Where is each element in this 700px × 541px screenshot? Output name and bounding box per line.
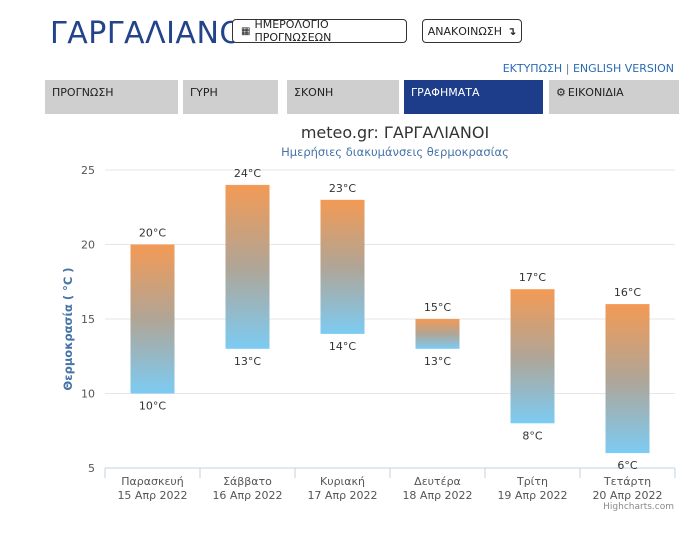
max-temp-label: 23°C [329,182,356,195]
tab-label: ΠΡΟΓΝΩΣΗ [52,86,114,99]
x-tick-date: 16 Απρ 2022 [212,489,282,502]
tab-icons[interactable]: ⚙ ΕΙΚΟΝΙΔΙΑ [549,80,679,114]
max-temp-label: 15°C [424,301,451,314]
temperature-range-chart: meteo.gr: ΓΑΡΓΑΛΙΑΝΟΙ Ημερήσιες διακυμάνσ… [61,123,676,502]
x-tick-date: 18 Απρ 2022 [402,489,472,502]
x-tick-day: Τετάρτη [603,475,651,488]
english-version-link[interactable]: ENGLISH VERSION [572,62,674,75]
range-bar [605,304,650,454]
x-tick-day: Σάββατο [223,475,272,488]
min-temp-label: 13°C [234,355,261,368]
tab-label: ΓΡΑΦΗΜΑΤΑ [411,86,480,99]
forecast-calendar-button[interactable]: ▦ ΗΜΕΡΟΛΟΓΙΟ ΠΡΟΓΝΩΣΕΩΝ [232,18,407,44]
page-title: ΓΑΡΓΑΛΙΑΝΟΙ [50,16,253,51]
range-bar [130,244,175,394]
y-tick-label: 10 [81,388,95,401]
chart-subtitle: Ημερήσιες διακυμάνσεις θερμοκρασίας [281,145,509,159]
arrow-return-icon: ↴ [507,24,517,38]
range-bar [320,199,365,334]
x-tick-date: 19 Απρ 2022 [497,489,567,502]
max-temp-label: 17°C [519,271,546,284]
gear-icon: ⚙ [556,86,566,99]
x-tick-day: Τρίτη [516,475,548,488]
x-tick-day: Κυριακή [320,475,365,488]
range-bar [510,289,555,424]
range-bar [415,319,460,349]
min-temp-label: 8°C [522,429,542,442]
tab-charts[interactable]: ΓΡΑΦΗΜΑΤΑ [404,80,543,114]
tab-bar: ΠΡΟΓΝΩΣΗ ΓΥΡΗ ΣΚΟΝΗ ΓΡΑΦΗΜΑΤΑ ⚙ ΕΙΚΟΝΙΔΙΑ [45,80,679,114]
y-tick-label: 20 [81,239,95,252]
y-axis-title: Θερμοκρασία ( °C ) [61,267,75,390]
x-tick-date: 17 Απρ 2022 [307,489,377,502]
x-tick-day: Παρασκευή [121,475,184,488]
top-links: ΕΚΤΥΠΩΣΗ | ENGLISH VERSION [503,62,674,75]
announcement-label: ΑΝΑΚΟΙΝΩΣΗ [427,24,503,38]
x-tick-date: 20 Απρ 2022 [592,489,662,502]
tab-pollen[interactable]: ΓΥΡΗ [183,80,278,114]
y-tick-label: 15 [81,313,95,326]
tab-label: ΓΥΡΗ [190,86,218,99]
forecast-calendar-label: ΗΜΕΡΟΛΟΓΙΟ ΠΡΟΓΝΩΣΕΩΝ [254,18,332,44]
range-bar [225,184,270,349]
announcement-button[interactable]: ΑΝΑΚΟΙΝΩΣΗ ↴ [422,19,522,43]
max-temp-label: 20°C [139,227,166,240]
max-temp-label: 24°C [234,167,261,180]
min-temp-label: 14°C [329,340,356,353]
x-tick-day: Δευτέρα [414,475,461,488]
y-tick-label: 25 [81,164,95,177]
x-tick-date: 15 Απρ 2022 [117,489,187,502]
highcharts-credits[interactable]: Highcharts.com [603,502,674,512]
max-temp-label: 16°C [614,286,641,299]
tab-dust[interactable]: ΣΚΟΝΗ [287,80,399,114]
tab-label: ΣΚΟΝΗ [294,86,334,99]
min-temp-label: 13°C [424,355,451,368]
tab-label: ΕΙΚΟΝΙΔΙΑ [567,86,624,99]
chart-title: meteo.gr: ΓΑΡΓΑΛΙΑΝΟΙ [301,123,489,142]
min-temp-label: 10°C [139,400,166,413]
tab-forecast[interactable]: ΠΡΟΓΝΩΣΗ [45,80,178,114]
link-separator: | [565,62,570,75]
min-temp-label: 6°C [617,459,637,472]
print-link[interactable]: ΕΚΤΥΠΩΣΗ [502,62,563,75]
calendar-icon: ▦ [241,25,251,37]
y-tick-label: 5 [88,462,95,475]
